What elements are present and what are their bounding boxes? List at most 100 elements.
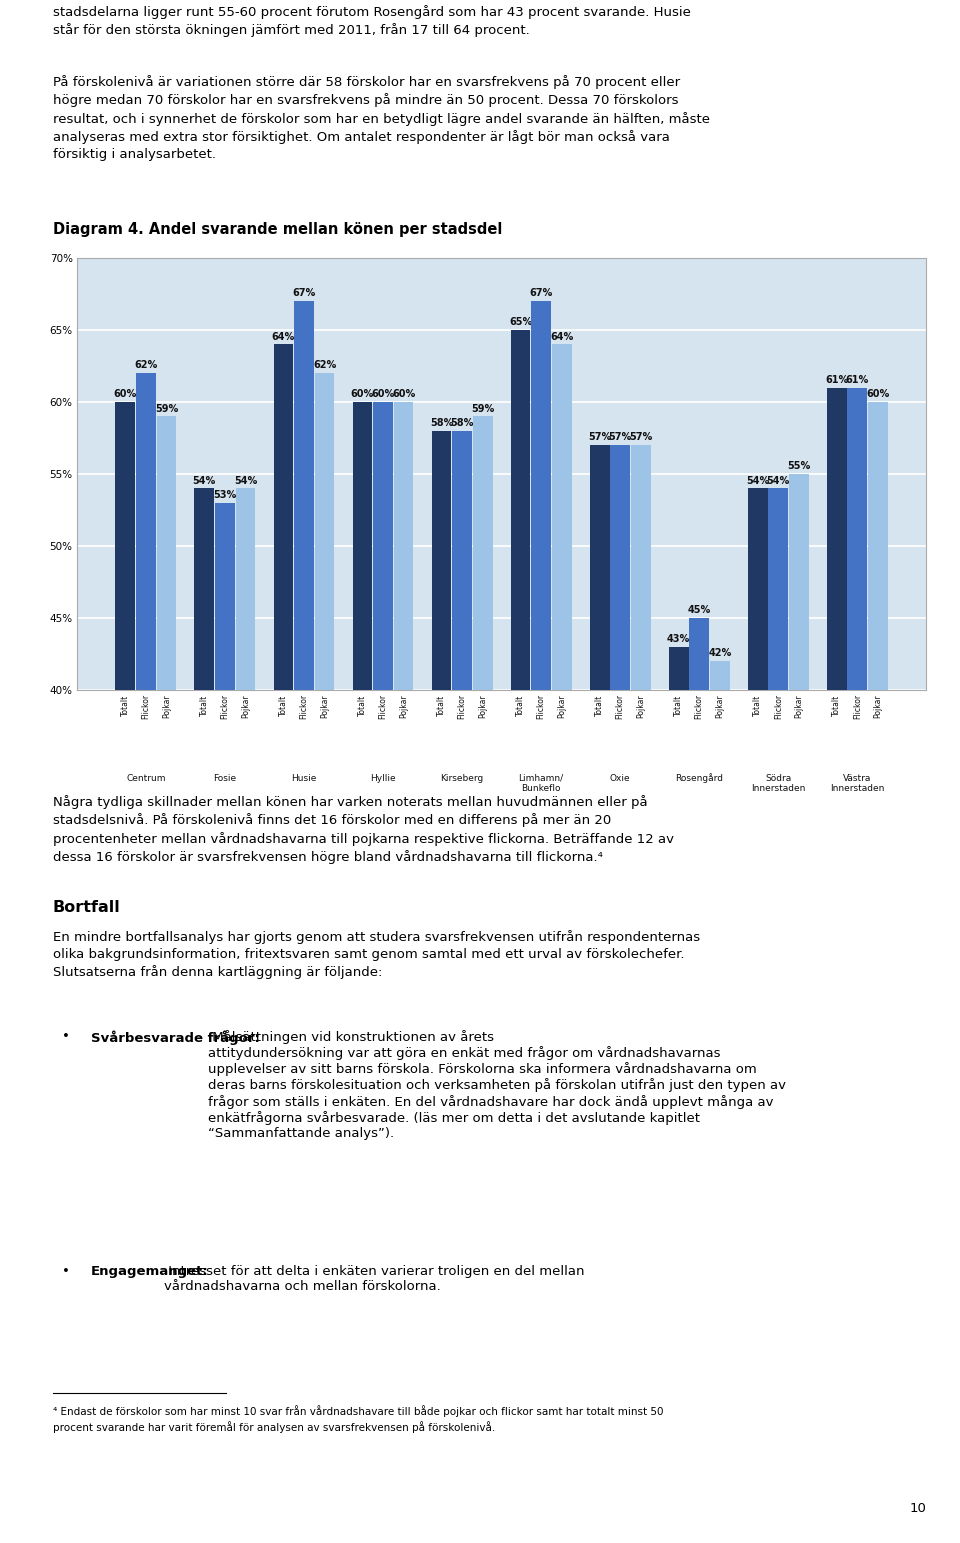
Text: 64%: 64% (550, 332, 573, 341)
Text: En mindre bortfallsanalys har gjorts genom att studera svarsfrekvensen utifrån r: En mindre bortfallsanalys har gjorts gen… (53, 930, 700, 980)
Bar (611, 446, 630, 1265)
Text: Bortfall: Bortfall (53, 900, 121, 915)
Text: 62%: 62% (313, 361, 336, 370)
Text: Målsättningen vid konstruktionen av årets
attitydundersökning var att göra en en: Målsättningen vid konstruktionen av året… (208, 1031, 786, 1140)
Text: 53%: 53% (213, 491, 236, 500)
Bar (156, 417, 177, 1265)
Text: Totalt: Totalt (754, 694, 762, 716)
Text: 60%: 60% (866, 389, 890, 400)
Text: Husie: Husie (291, 773, 317, 782)
Text: Totalt: Totalt (121, 694, 130, 716)
Text: 54%: 54% (193, 475, 216, 486)
Bar (315, 373, 334, 1265)
Text: Flickor: Flickor (695, 694, 704, 719)
Text: Pojkar: Pojkar (794, 694, 804, 717)
Bar (274, 344, 294, 1265)
Text: Flickor: Flickor (141, 694, 151, 719)
Text: Flickor: Flickor (537, 694, 545, 719)
Text: Flickor: Flickor (221, 694, 229, 719)
Text: ⁴ Endast de förskolor som har minst 10 svar från vårdnadshavare till både pojkar: ⁴ Endast de förskolor som har minst 10 s… (53, 1406, 663, 1433)
Text: 59%: 59% (155, 404, 178, 414)
Text: Pojkar: Pojkar (874, 694, 882, 717)
Text: Några tydliga skillnader mellan könen har varken noterats mellan huvudmännen ell: Några tydliga skillnader mellan könen ha… (53, 795, 674, 864)
Text: stadsdelarna ligger runt 55-60 procent förutom Rosengård som har 43 procent svar: stadsdelarna ligger runt 55-60 procent f… (53, 5, 690, 37)
Text: 60%: 60% (392, 389, 415, 400)
Bar (848, 387, 867, 1265)
Text: Totalt: Totalt (516, 694, 525, 716)
Bar (432, 430, 451, 1265)
Text: Totalt: Totalt (595, 694, 604, 716)
Text: 42%: 42% (708, 648, 732, 659)
Bar (709, 662, 730, 1265)
Text: 54%: 54% (767, 475, 790, 486)
Text: 58%: 58% (450, 418, 474, 427)
Bar (631, 446, 651, 1265)
Text: Pojkar: Pojkar (557, 694, 566, 717)
Text: Rosengård: Rosengård (675, 773, 723, 784)
Text: Flickor: Flickor (458, 694, 467, 719)
Text: 62%: 62% (134, 361, 157, 370)
Bar (235, 489, 255, 1265)
Text: Pojkar: Pojkar (241, 694, 250, 717)
Text: 65%: 65% (509, 318, 532, 327)
Bar (552, 344, 571, 1265)
Text: •: • (62, 1265, 70, 1278)
Text: 57%: 57% (629, 432, 653, 443)
Text: På förskolenivå är variationen större där 58 förskolor har en svarsfrekvens på 7: På förskolenivå är variationen större dä… (53, 76, 709, 160)
Text: 60%: 60% (350, 389, 374, 400)
Text: 45%: 45% (687, 605, 710, 616)
Text: Totalt: Totalt (279, 694, 288, 716)
Text: Engagemanget:: Engagemanget: (91, 1265, 209, 1278)
Bar (136, 373, 156, 1265)
Text: •: • (62, 1031, 70, 1043)
Text: Flickor: Flickor (300, 694, 308, 719)
Text: Flickor: Flickor (378, 694, 388, 719)
Bar (215, 503, 235, 1265)
Text: 60%: 60% (113, 389, 137, 400)
Text: Diagram 4. Andel svarande mellan könen per stadsdel: Diagram 4. Andel svarande mellan könen p… (53, 222, 502, 238)
Bar (511, 330, 531, 1265)
Text: 55%: 55% (787, 461, 810, 471)
Text: Flickor: Flickor (774, 694, 782, 719)
Text: Flickor: Flickor (852, 694, 862, 719)
Text: Oxie: Oxie (610, 773, 631, 782)
Text: 61%: 61% (846, 375, 869, 384)
Text: 10: 10 (909, 1501, 926, 1515)
Text: Totalt: Totalt (832, 694, 841, 716)
Bar (195, 489, 214, 1265)
Text: Totalt: Totalt (674, 694, 684, 716)
Text: 54%: 54% (746, 475, 769, 486)
Text: Västra
Innerstaden: Västra Innerstaden (830, 773, 884, 793)
Text: Flickor: Flickor (615, 694, 625, 719)
Bar (373, 403, 393, 1265)
Bar (394, 403, 414, 1265)
Text: Fosie: Fosie (213, 773, 236, 782)
Bar (589, 446, 610, 1265)
Text: 67%: 67% (530, 289, 553, 298)
Bar (827, 387, 847, 1265)
Bar (352, 403, 372, 1265)
Text: 61%: 61% (826, 375, 849, 384)
Text: 60%: 60% (372, 389, 395, 400)
Bar (768, 489, 788, 1265)
Bar (748, 489, 768, 1265)
Text: Intresset för att delta i enkäten varierar troligen en del mellan
vårdnadshavarn: Intresset för att delta i enkäten varier… (163, 1265, 584, 1293)
Bar (689, 619, 709, 1265)
Text: 67%: 67% (293, 289, 316, 298)
Text: Pojkar: Pojkar (636, 694, 645, 717)
Text: Totalt: Totalt (358, 694, 367, 716)
Bar (669, 647, 688, 1265)
Text: 57%: 57% (588, 432, 612, 443)
Text: Pojkar: Pojkar (478, 694, 487, 717)
Bar (115, 403, 135, 1265)
Text: 54%: 54% (234, 475, 257, 486)
Bar (789, 474, 808, 1265)
Text: 64%: 64% (272, 332, 295, 341)
Bar (868, 403, 888, 1265)
Text: Pojkar: Pojkar (399, 694, 408, 717)
Bar (472, 417, 492, 1265)
Text: 57%: 57% (609, 432, 632, 443)
Text: Pojkar: Pojkar (715, 694, 724, 717)
Text: Limhamn/
Bunkeflo: Limhamn/ Bunkeflo (518, 773, 564, 793)
Bar (452, 430, 472, 1265)
